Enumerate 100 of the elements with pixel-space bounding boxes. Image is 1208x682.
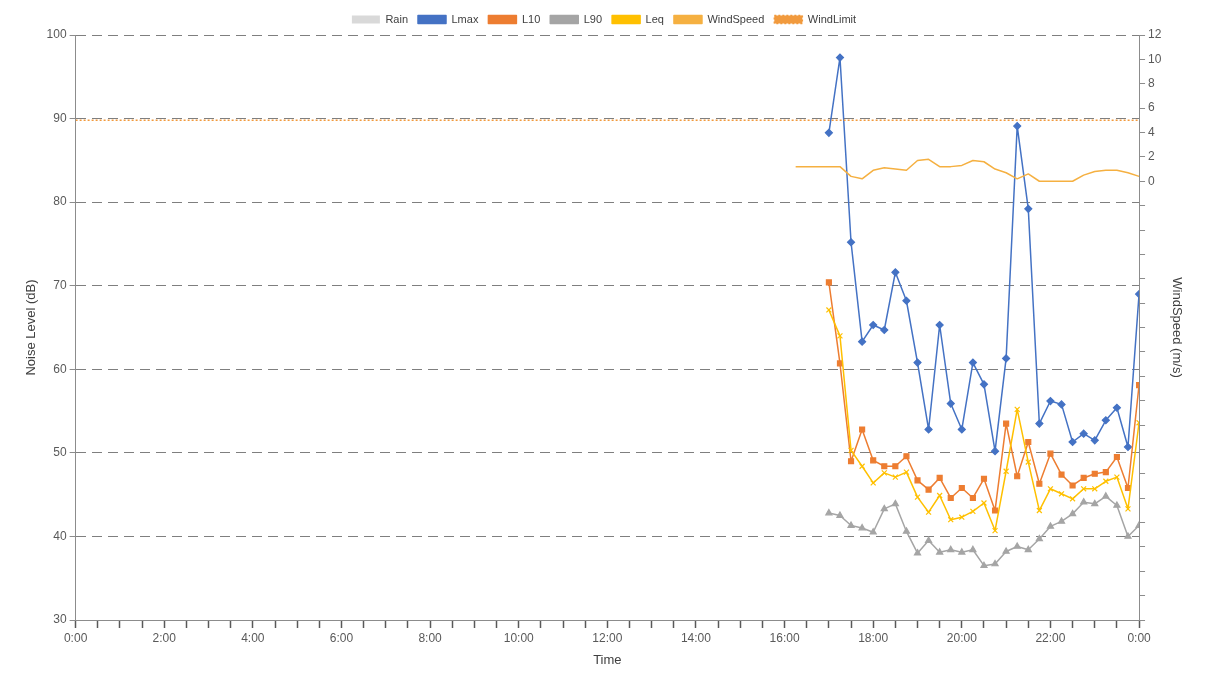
- point: [979, 380, 989, 389]
- point: [1014, 473, 1021, 480]
- point: [957, 425, 966, 434]
- x-tick-label: 14:00: [680, 630, 712, 645]
- point: [947, 494, 954, 502]
- point: [903, 469, 910, 476]
- point: [858, 523, 866, 531]
- point: [881, 463, 888, 470]
- point: [914, 477, 921, 484]
- point: [1013, 121, 1022, 131]
- point: [892, 463, 899, 470]
- point: [958, 484, 965, 492]
- point: [870, 457, 877, 464]
- point: [1035, 534, 1043, 542]
- point: [892, 474, 899, 481]
- x-tick-label: 22:00: [1035, 630, 1066, 645]
- y-tick-label: 70: [53, 278, 67, 293]
- point: [1124, 505, 1132, 512]
- point: [936, 492, 943, 499]
- y2-tick-label: 6: [1148, 100, 1156, 115]
- y-tick-label: 90: [53, 110, 67, 125]
- point: [969, 508, 976, 515]
- point: [1024, 204, 1033, 213]
- point: [836, 332, 844, 339]
- x-tick-label: 0:00: [1127, 630, 1152, 645]
- y2-tick-label: 8: [1148, 76, 1156, 91]
- point: [1013, 542, 1021, 549]
- point: [870, 479, 877, 487]
- point: [1035, 419, 1044, 428]
- point: [891, 268, 900, 277]
- x-tick-label: 20:00: [946, 630, 978, 645]
- x-tick-label: 10:00: [503, 630, 535, 645]
- y-axis-title: Noise Level (dB): [23, 279, 39, 376]
- point: [1069, 482, 1076, 489]
- point: [1113, 453, 1120, 461]
- point: [913, 549, 922, 556]
- legend-label: WindLimit: [807, 12, 857, 25]
- legend-label: L10: [521, 12, 541, 25]
- point: [990, 447, 1000, 456]
- point: [1058, 471, 1065, 478]
- point: [835, 53, 845, 62]
- point: [1024, 545, 1032, 553]
- legend-label: Lmax: [451, 12, 479, 25]
- point: [1068, 509, 1077, 517]
- point: [1036, 507, 1043, 514]
- point: [836, 511, 844, 518]
- point: [847, 458, 855, 465]
- point: [946, 399, 955, 408]
- point: [880, 504, 888, 512]
- y2-tick-label: 2: [1148, 149, 1156, 164]
- point: [902, 296, 911, 305]
- point: [958, 548, 966, 555]
- point: [1090, 436, 1099, 445]
- x-tick-label: 18:00: [858, 630, 889, 645]
- point: [869, 528, 877, 535]
- point: [947, 545, 955, 553]
- point: [1046, 522, 1055, 529]
- point: [924, 425, 933, 434]
- point: [1057, 400, 1066, 409]
- point: [1113, 501, 1121, 508]
- point: [925, 486, 932, 493]
- point: [969, 494, 976, 502]
- point: [980, 475, 988, 482]
- point: [903, 453, 910, 460]
- point: [968, 358, 977, 367]
- point: [914, 494, 921, 501]
- point: [969, 545, 977, 553]
- point: [880, 325, 889, 335]
- point: [847, 447, 855, 454]
- point: [1069, 495, 1076, 502]
- point: [1080, 485, 1087, 492]
- point: [936, 548, 944, 555]
- point: [1046, 396, 1055, 406]
- legend-label: WindSpeed: [707, 12, 765, 25]
- point: [1102, 492, 1110, 499]
- point: [1091, 470, 1098, 477]
- point: [1002, 547, 1010, 554]
- y2-tick-label: 4: [1148, 124, 1156, 139]
- point: [859, 426, 866, 433]
- y2-tick-label: 12: [1148, 27, 1162, 42]
- point: [1079, 429, 1088, 438]
- point: [1047, 485, 1054, 492]
- point: [980, 561, 988, 569]
- x-tick-label: 16:00: [769, 630, 800, 645]
- x-tick-label: 0:00: [63, 630, 88, 645]
- legend-label: Leq: [645, 12, 664, 25]
- point: [902, 527, 911, 534]
- point: [991, 559, 999, 567]
- y-tick-label: 80: [53, 194, 67, 209]
- point: [936, 474, 943, 481]
- point: [836, 360, 844, 367]
- point: [825, 279, 832, 286]
- legend-label: L90: [583, 12, 603, 25]
- point: [913, 358, 922, 367]
- point: [824, 128, 833, 137]
- point: [991, 507, 999, 514]
- point: [1014, 406, 1021, 413]
- point: [825, 508, 833, 516]
- y-tick-label: 50: [53, 445, 67, 460]
- y2-tick-label: 10: [1148, 51, 1162, 66]
